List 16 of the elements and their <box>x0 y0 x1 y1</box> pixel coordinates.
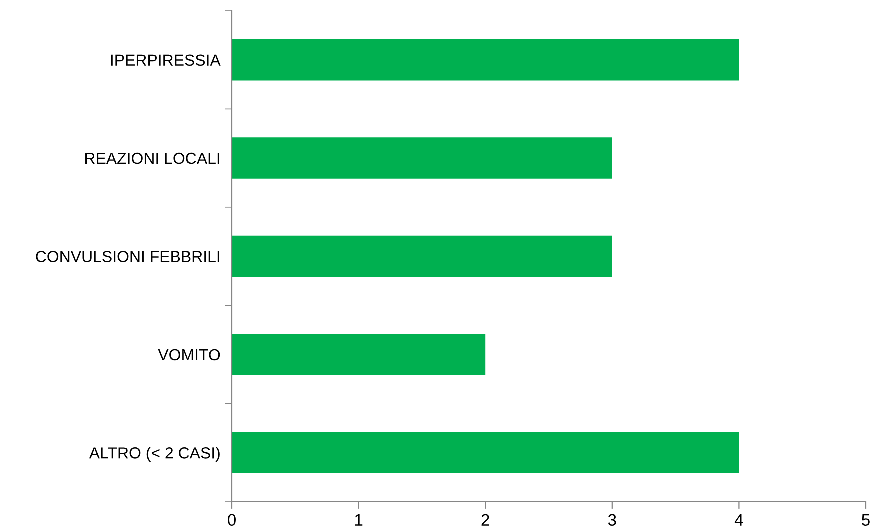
y-tick-label: ALTRO (< 2 CASI) <box>89 447 220 462</box>
x-tick-label: 2 <box>482 514 490 526</box>
x-tick-label: 0 <box>228 514 236 526</box>
bar <box>232 334 486 376</box>
bar <box>232 39 740 81</box>
y-tick-label: REAZIONI LOCALI <box>86 152 220 164</box>
y-tick-label: CONVULSIONI FEBBRILI <box>36 251 220 262</box>
x-tick-label: 3 <box>608 514 616 526</box>
x-tick-label: 4 <box>734 514 744 526</box>
x-tick-label: 1 <box>355 514 363 526</box>
bar <box>232 138 612 179</box>
y-tick-label: VOMITO <box>158 349 220 361</box>
bar <box>232 432 740 474</box>
x-tick-label: 5 <box>862 514 870 526</box>
bar <box>232 236 612 278</box>
y-tick-label: IPERPIRESSIA <box>111 54 221 66</box>
